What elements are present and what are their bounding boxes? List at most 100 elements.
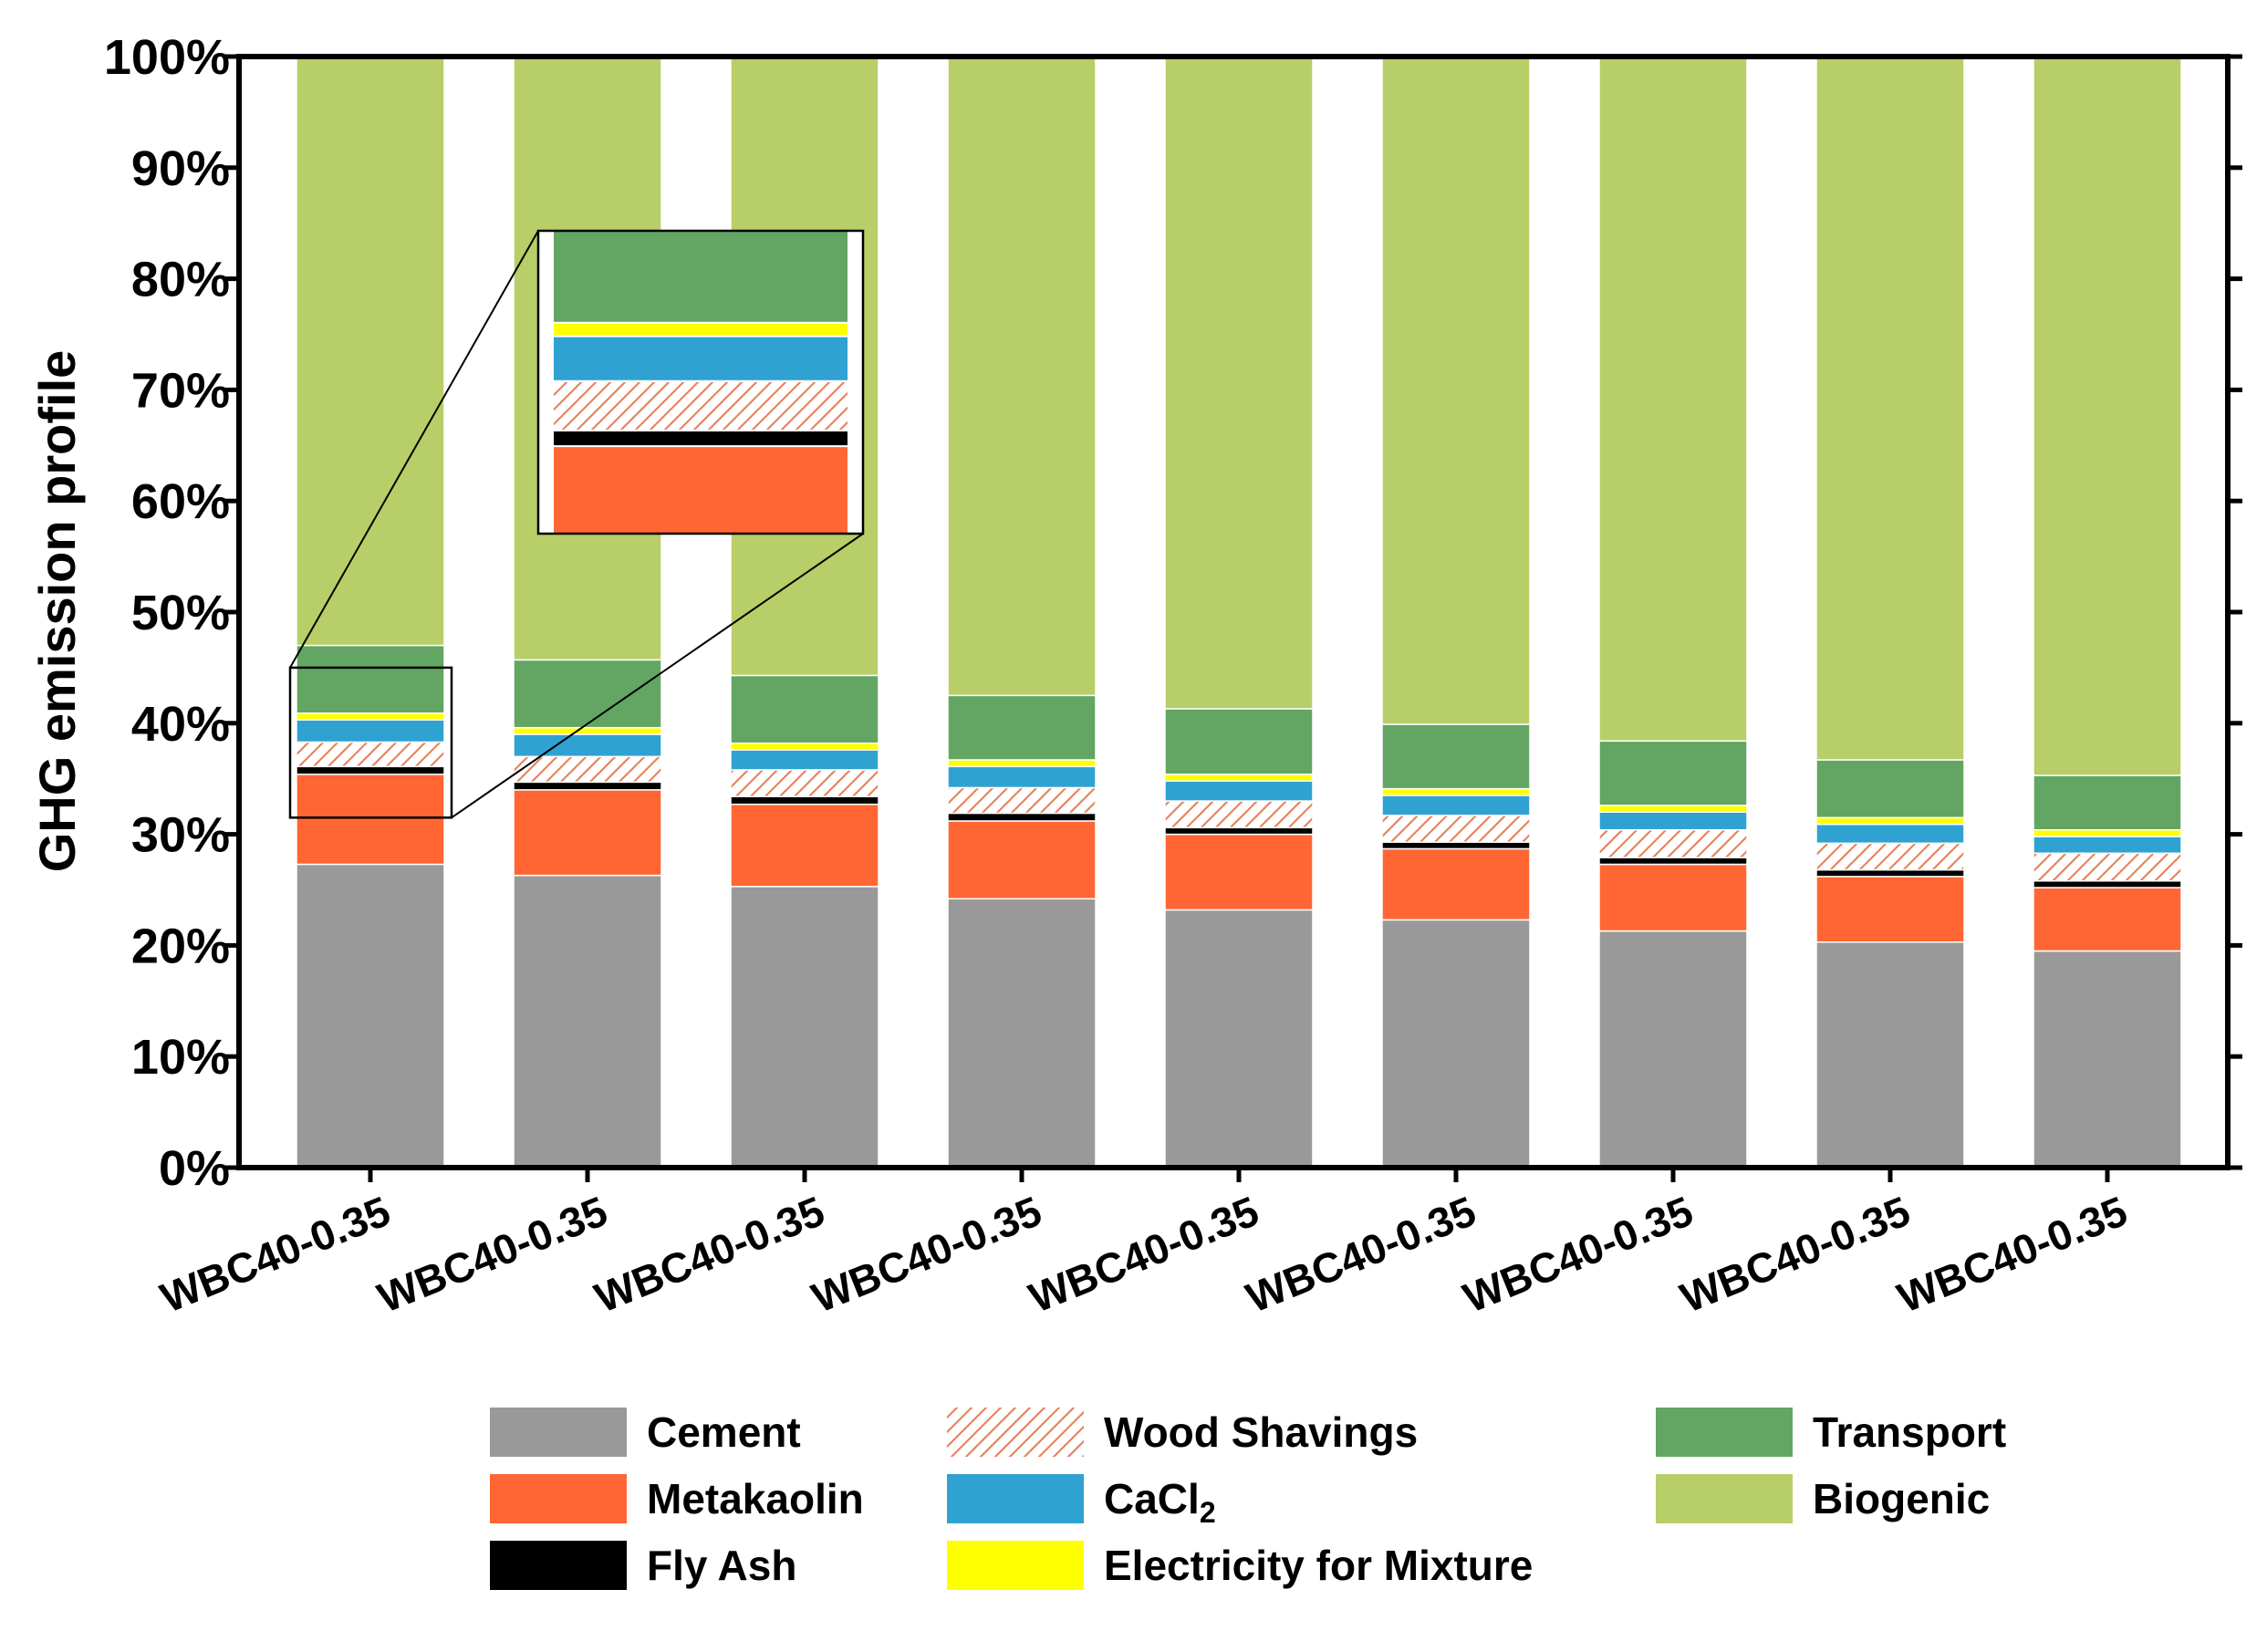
legend-swatch-transport [1656, 1408, 1793, 1457]
bar-segment-cement-7 [1598, 930, 1748, 1169]
x-category-label: WBC40-0.35 [154, 1187, 397, 1322]
zoom-inset [288, 229, 865, 819]
bar-segment-wood-shavings-1 [296, 741, 445, 768]
bar-segment-metakaolin-3 [730, 803, 879, 888]
bar-segment-metakaolin-6 [1381, 847, 1531, 921]
zoom-source-box [288, 666, 453, 819]
bar-segment-transport-4 [947, 694, 1097, 761]
legend-swatch-cacl [947, 1474, 1084, 1523]
bar-segment-electricity-for-mixture-7 [1598, 805, 1748, 813]
bar-segment-wood-shavings-8 [1815, 842, 1965, 871]
bar-segment-cacl-9 [2033, 836, 2182, 855]
y-axis-title: GHG emission profile [28, 350, 86, 873]
zoom-connector-line [289, 230, 539, 669]
bar-segment-metakaolin-4 [947, 820, 1097, 899]
bar-segment-transport-8 [1815, 759, 1965, 819]
bar-segment-cement-2 [513, 874, 662, 1169]
bar-segment-cement-4 [947, 898, 1097, 1169]
legend-swatch-metakaolin [490, 1474, 627, 1523]
bar-segment-metakaolin-7 [1598, 863, 1748, 932]
y-axis: 0% 10% 20% 30% 40% 50% 60% 70% 80% 90% 100% [104, 30, 2242, 1196]
bar-segment-wood-shavings-3 [730, 769, 879, 797]
bar-segment-transport-6 [1381, 723, 1531, 790]
bar-segment-electricity-for-mixture-8 [1815, 816, 1965, 826]
bar-segment-electricity-for-mixture-2 [513, 726, 662, 735]
bar-segment-transport-5 [1164, 708, 1314, 775]
x-category-label: WBC40-0.35 [806, 1187, 1048, 1322]
bar-segment-cacl-1 [296, 719, 445, 743]
x-category-label: WBC40-0.35 [588, 1187, 831, 1322]
bar-segment-wood-shavings-6 [1381, 815, 1531, 843]
legend-label-metakaolin: Metakaolin [647, 1475, 864, 1522]
bar-segment-electricity-for-mixture-3 [730, 742, 879, 751]
inset-segment-electricity-for-mixture [552, 321, 849, 338]
inset-segment-metakaolin [552, 445, 849, 535]
bar-segment-cement-1 [296, 863, 445, 1169]
bars-layer [296, 56, 2182, 1169]
bar-segment-cement-3 [730, 886, 879, 1169]
bar-segment-fly-ash-2 [513, 781, 662, 791]
y-tick-label: 30% [131, 808, 230, 863]
bar-segment-cement-6 [1381, 919, 1531, 1169]
bar-segment-fly-ash-5 [1164, 826, 1314, 836]
bar-segment-biogenic-4 [947, 56, 1097, 697]
bar-segment-electricity-for-mixture-5 [1164, 774, 1314, 782]
y-tick-label: 60% [131, 474, 230, 529]
bar-segment-fly-ash-3 [730, 795, 879, 805]
legend-label-fly-ash: Fly Ash [647, 1542, 796, 1589]
bar-segment-wood-shavings-2 [513, 755, 662, 784]
y-tick-label: 0% [159, 1141, 230, 1196]
legend-swatch-fly-ash [490, 1541, 627, 1590]
legend-label-transport: Transport [1813, 1408, 2006, 1456]
bar-segment-fly-ash-6 [1381, 841, 1531, 850]
bar-segment-electricity-for-mixture-4 [947, 759, 1097, 768]
legend-label-wood-shavings: Wood Shavings [1104, 1408, 1418, 1456]
legend-swatch-electricity-for-mixture [947, 1541, 1084, 1590]
x-category-label: WBC40-0.35 [1240, 1187, 1482, 1322]
bar-segment-transport-9 [2033, 774, 2182, 831]
bar-segment-transport-1 [296, 644, 445, 714]
x-category-label: WBC40-0.35 [1891, 1187, 2134, 1322]
bar-segment-metakaolin-9 [2033, 887, 2182, 952]
bar-segment-cement-5 [1164, 909, 1314, 1169]
legend: Cement Metakaolin Fly Ash Wood Shavings CaCl… [490, 1408, 2006, 1590]
y-tick-label: 20% [131, 919, 230, 973]
bar-segment-cacl-8 [1815, 823, 1965, 845]
bar-segment-electricity-for-mixture-6 [1381, 787, 1531, 796]
bar-segment-transport-2 [513, 659, 662, 729]
bar-segment-fly-ash-8 [1815, 868, 1965, 878]
bar-segment-biogenic-1 [296, 56, 445, 647]
x-axis: WBC40-0.35WBC40-0.35WBC40-0.35WBC40-0.35… [154, 1168, 2134, 1322]
bar-segment-fly-ash-4 [947, 812, 1097, 822]
legend-label-biogenic: Biogenic [1813, 1475, 1990, 1522]
y-tick-label: 80% [131, 253, 230, 307]
x-category-label: WBC40-0.35 [1674, 1187, 1917, 1322]
bar-segment-biogenic-7 [1598, 56, 1748, 743]
bar-segment-cement-8 [1815, 940, 1965, 1169]
zoom-inset-border [536, 229, 865, 535]
legend-swatch-wood-shavings [947, 1408, 1084, 1457]
bar-segment-cacl-2 [513, 733, 662, 758]
bar-segment-wood-shavings-7 [1598, 828, 1748, 858]
bar-segment-metakaolin-1 [296, 774, 445, 866]
bar-segment-cacl-4 [947, 765, 1097, 789]
x-category-label: WBC40-0.35 [1023, 1187, 1265, 1322]
bar-segment-transport-7 [1598, 740, 1748, 806]
bar-segment-cacl-5 [1164, 780, 1314, 802]
bar-segment-metakaolin-8 [1815, 876, 1965, 943]
bar-segment-cacl-7 [1598, 811, 1748, 831]
x-category-label: WBC40-0.35 [1457, 1187, 1700, 1322]
bar-segment-biogenic-9 [2033, 56, 2182, 776]
legend-label-cement: Cement [647, 1408, 801, 1456]
inset-segment-wood-shavings [552, 379, 849, 431]
bar-segment-cacl-3 [730, 749, 879, 771]
inset-segment-fly-ash [552, 429, 849, 448]
y-tick-label: 10% [131, 1030, 230, 1085]
bar-segment-cement-9 [2033, 950, 2182, 1169]
bar-segment-fly-ash-9 [2033, 880, 2182, 888]
legend-label-electricity-for-mixture: Electricity for Mixture [1104, 1542, 1533, 1589]
y-tick-label: 70% [131, 363, 230, 418]
legend-swatch-biogenic [1656, 1474, 1793, 1523]
inset-segment-cacl [552, 335, 849, 382]
bar-segment-electricity-for-mixture-9 [2033, 828, 2182, 837]
